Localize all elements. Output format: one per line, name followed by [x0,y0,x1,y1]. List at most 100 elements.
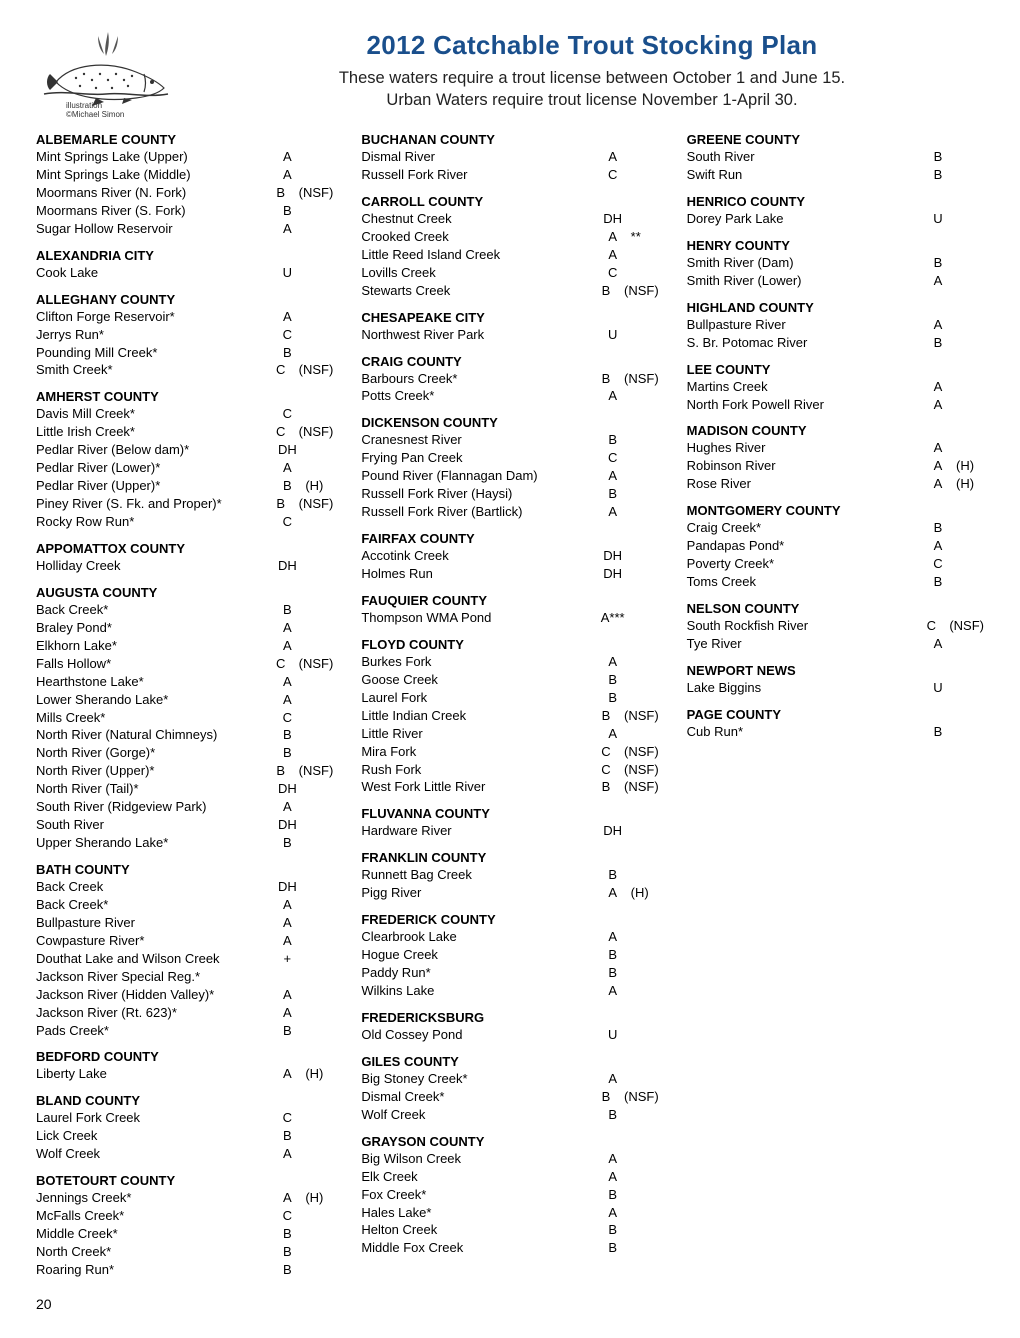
water-code: C [919,617,943,635]
water-row: Sugar Hollow ReservoirA [36,220,333,238]
water-code: B [926,254,950,272]
county-block: GILES COUNTYBig Stoney Creek*ADismal Cre… [361,1054,658,1124]
water-row: Upper Sherando Lake*B [36,834,333,852]
water-code: C [269,655,293,673]
water-note: (NSF) [618,707,659,725]
water-code: B [601,1186,625,1204]
county-block: DICKENSON COUNTYCranesnest RiverBFrying … [361,415,658,521]
water-row: Crooked CreekA** [361,228,658,246]
water-code: B [601,1106,625,1124]
water-code: A [275,166,299,184]
water-code: B [275,1261,299,1279]
water-code: B [275,1022,299,1040]
water-code: B [926,166,950,184]
county-name: GILES COUNTY [361,1054,658,1069]
water-row: Pedlar River (Below dam)*DH [36,441,333,459]
water-row: Pads Creek*B [36,1022,333,1040]
water-note: (NSF) [618,778,659,796]
county-name: HENRICO COUNTY [687,194,984,209]
county-block: FREDERICK COUNTYClearbrook LakeAHogue Cr… [361,912,658,1000]
water-code: B [275,744,299,762]
water-row: Big Wilson CreekA [361,1150,658,1168]
water-code: B [275,1127,299,1145]
water-row: Fox Creek*B [361,1186,658,1204]
water-row: North Creek*B [36,1243,333,1261]
water-row: McFalls Creek*C [36,1207,333,1225]
water-code: U [601,326,625,344]
water-row: Helton CreekB [361,1221,658,1239]
water-row: Craig Creek*B [687,519,984,537]
water-row: Big Stoney Creek*A [361,1070,658,1088]
county-name: PAGE COUNTY [687,707,984,722]
water-code: A [275,932,299,950]
water-name: Frying Pan Creek [361,449,462,467]
water-name: Wilkins Lake [361,982,434,1000]
water-row: Middle Creek*B [36,1225,333,1243]
water-code: A [601,725,625,743]
water-row: Laurel Fork CreekC [36,1109,333,1127]
water-row: Frying Pan CreekC [361,449,658,467]
water-name: Braley Pond* [36,619,112,637]
water-code: C [601,166,625,184]
water-row: Martins CreekA [687,378,984,396]
county-name: BUCHANAN COUNTY [361,132,658,147]
water-row: Lovills CreekC [361,264,658,282]
county-block: LEE COUNTYMartins CreekANorth Fork Powel… [687,362,984,414]
water-name: Hardware River [361,822,451,840]
water-row: Holliday CreekDH [36,557,333,575]
water-note: (H) [950,475,984,493]
water-row: Lick CreekB [36,1127,333,1145]
water-name: Lovills Creek [361,264,435,282]
water-row: Piney River (S. Fk. and Proper)*B(NSF) [36,495,333,513]
water-name: Little Reed Island Creek [361,246,500,264]
water-code: B [926,519,950,537]
water-row: Little Indian CreekB(NSF) [361,707,658,725]
water-row: Wolf CreekB [361,1106,658,1124]
water-note: (NSF) [618,1088,659,1106]
water-row: Bullpasture RiverA [36,914,333,932]
water-code: U [601,1026,625,1044]
water-name: Jackson River Special Reg.* [36,968,200,986]
water-code: A [926,378,950,396]
water-name: Clearbrook Lake [361,928,456,946]
water-row: North River (Tail)*DH [36,780,333,798]
water-note: (NSF) [618,743,659,761]
water-code: DH [275,780,299,798]
water-row: Chestnut CreekDH [361,210,658,228]
water-code: DH [601,822,625,840]
county-block: HENRICO COUNTYDorey Park LakeU [687,194,984,228]
water-code: A [275,1004,299,1022]
water-name: Lower Sherando Lake* [36,691,168,709]
county-name: GREENE COUNTY [687,132,984,147]
water-row: Dismal RiverA [361,148,658,166]
water-row: Toms CreekB [687,573,984,591]
water-row: Robinson RiverA(H) [687,457,984,475]
water-row: Jackson River Special Reg.* [36,968,333,986]
county-name: ALLEGHANY COUNTY [36,292,333,307]
water-row: Bullpasture RiverA [687,316,984,334]
water-code: B [601,946,625,964]
water-name: Cook Lake [36,264,98,282]
water-code: U [275,264,299,282]
water-row: Liberty LakeA(H) [36,1065,333,1083]
water-code: B [926,334,950,352]
county-block: MADISON COUNTYHughes RiverARobinson Rive… [687,423,984,493]
water-row: Rush ForkC(NSF) [361,761,658,779]
county-block: FLUVANNA COUNTYHardware RiverDH [361,806,658,840]
county-block: APPOMATTOX COUNTYHolliday CreekDH [36,541,333,575]
water-row: Roaring Run*B [36,1261,333,1279]
county-block: BLAND COUNTYLaurel Fork CreekCLick Creek… [36,1093,333,1163]
water-name: North River (Natural Chimneys) [36,726,217,744]
water-name: Piney River (S. Fk. and Proper)* [36,495,222,513]
water-row: Elkhorn Lake*A [36,637,333,655]
water-row: Hearthstone Lake*A [36,673,333,691]
water-code: A [601,467,625,485]
water-code: B [601,485,625,503]
water-row: Tye RiverA [687,635,984,653]
water-row: Clifton Forge Reservoir*A [36,308,333,326]
water-code: B [269,495,293,513]
water-row: South RiverDH [36,816,333,834]
water-name: Pound River (Flannagan Dam) [361,467,537,485]
county-block: GRAYSON COUNTYBig Wilson CreekAElk Creek… [361,1134,658,1258]
water-note: (H) [299,1189,333,1207]
